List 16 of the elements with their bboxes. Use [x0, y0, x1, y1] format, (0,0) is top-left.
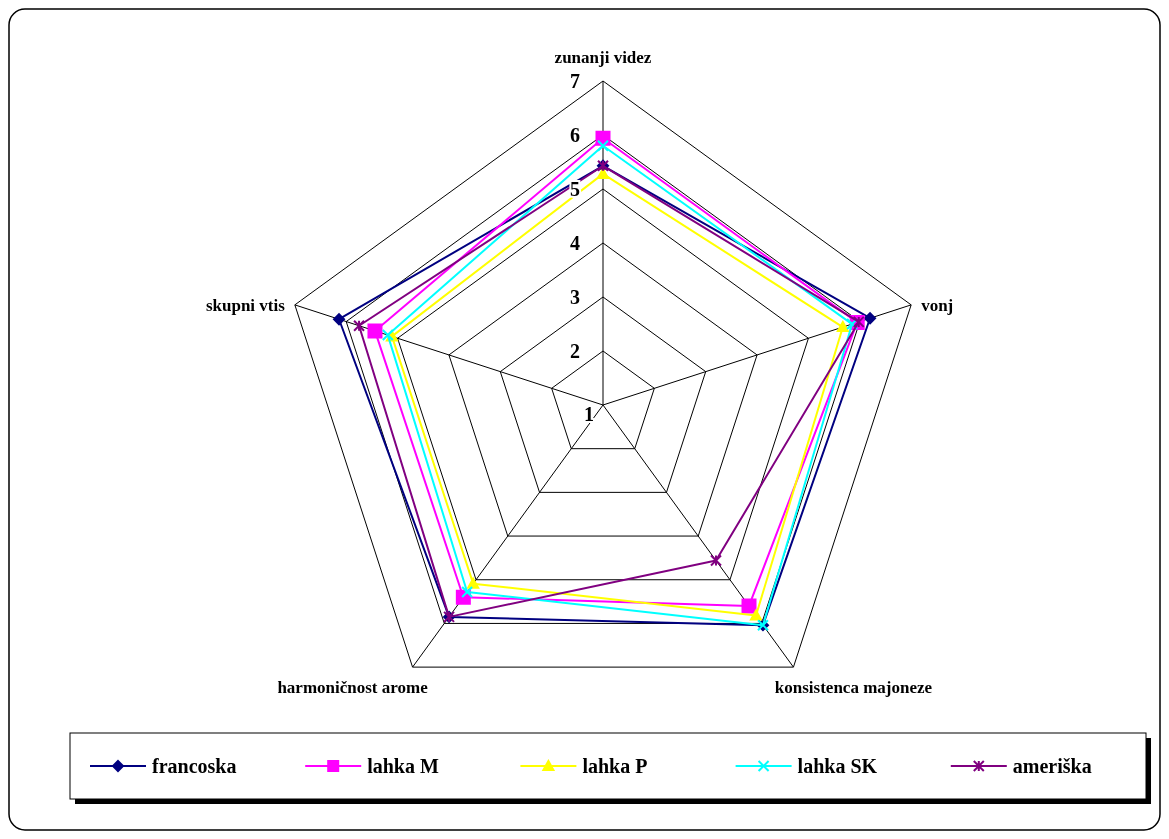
- spoke-label: vonj: [921, 295, 954, 315]
- y-tick-label: 2: [570, 340, 580, 362]
- legend-label: lahka M: [367, 755, 439, 777]
- legend-label: ameriška: [1012, 755, 1092, 777]
- spoke-label: zunanji videz: [554, 48, 652, 67]
- y-tick-label: 1: [584, 403, 594, 425]
- legend-label: francoska: [152, 755, 237, 777]
- legend-label: lahka P: [582, 755, 648, 777]
- y-tick-label: 3: [570, 286, 580, 308]
- y-tick-label: 6: [570, 124, 580, 146]
- y-tick-label: 7: [570, 70, 580, 92]
- spoke-label: konsistenca majoneze: [774, 678, 933, 698]
- y-tick-label: 4: [570, 232, 580, 254]
- spoke-label: harmoničnost arome: [277, 678, 429, 698]
- legend-label: lahka SK: [797, 755, 878, 777]
- spoke-label: skupni vtis: [205, 295, 286, 315]
